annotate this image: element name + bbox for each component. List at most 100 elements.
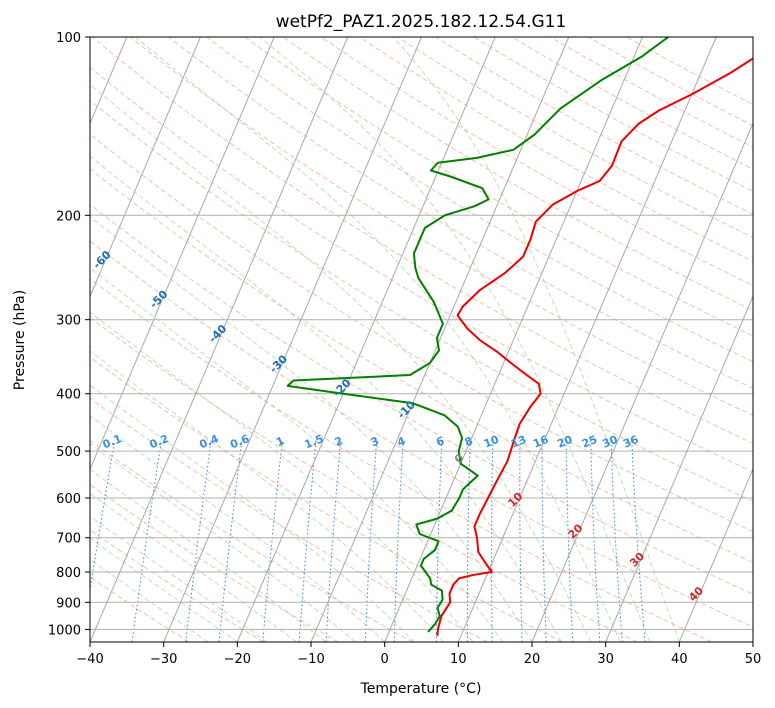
mixing-ratio-label: 1.5 — [303, 432, 326, 451]
moist-adiabat — [90, 83, 592, 642]
dry-adiabat — [359, 37, 753, 262]
isotherm-label: 10 — [505, 490, 525, 510]
moist-adiabat — [90, 415, 386, 642]
mixing-ratio-label: 30 — [601, 433, 620, 451]
mixing-ratio-label: 25 — [580, 433, 599, 451]
moist-adiabat — [90, 468, 327, 642]
dry-adiabat — [435, 37, 753, 215]
moist-adiabat — [90, 537, 238, 642]
dry-adiabat — [90, 440, 414, 642]
mixing-ratio-line — [590, 440, 601, 642]
dry-adiabat — [473, 37, 753, 193]
mixing-ratio-label: 16 — [531, 433, 550, 451]
moist-adiabat — [135, 37, 621, 642]
plot-area: 0.10.20.40.611.52346810131620253036-100-… — [90, 37, 753, 642]
profile-line — [286, 37, 669, 633]
moist-adiabat — [90, 215, 533, 642]
x-tick-label: −10 — [297, 652, 324, 667]
x-tick-label: −30 — [150, 652, 177, 667]
moist-adiabat — [90, 515, 268, 642]
y-tick-label: 400 — [56, 388, 81, 403]
mixing-ratio-label: 10 — [482, 433, 501, 451]
mixing-ratio-label: 13 — [509, 433, 528, 451]
isotherm — [310, 37, 570, 642]
mixing-ratio-line — [466, 440, 471, 642]
dry-adiabat — [90, 133, 753, 533]
isotherm-label: 30 — [627, 549, 647, 569]
dry-adiabat — [511, 37, 753, 170]
isotherm-label: -40 — [206, 322, 229, 345]
y-tick-label: 700 — [56, 532, 81, 547]
mixing-ratio-label: 6 — [434, 434, 446, 449]
mixing-ratio-line — [185, 440, 212, 642]
mixing-ratio-label: 4 — [395, 434, 407, 449]
isotherm-label: -30 — [267, 352, 290, 375]
x-tick-label: 20 — [524, 652, 541, 667]
pressure-gridlines — [90, 37, 753, 630]
mixing-ratio-line — [325, 440, 342, 642]
dry-adiabat — [90, 203, 753, 595]
y-tick-label: 100 — [56, 31, 81, 46]
mixing-ratio-line — [631, 440, 646, 642]
isotherm — [605, 295, 753, 642]
plot-frame — [89, 36, 754, 643]
mixing-ratio-label: 8 — [463, 434, 475, 449]
x-tick-label: −40 — [76, 652, 103, 667]
isotherm — [163, 37, 422, 642]
mixing-ratio-label: 20 — [555, 433, 574, 451]
x-axis-ticks: −40 −30 −20 −10 0 10 20 30 40 50 — [76, 642, 761, 667]
isotherm — [90, 37, 349, 642]
isotherm — [90, 37, 275, 471]
mixing-ratio-label: 0.6 — [228, 432, 251, 451]
y-axis-ticks: 100 200 300 400 500 600 700 800 900 1000 — [48, 31, 90, 638]
mixing-ratio-line — [435, 440, 443, 642]
mixing-ratio-line — [541, 440, 547, 642]
mixing-ratio-line — [393, 440, 404, 642]
moist-adiabat — [90, 558, 209, 642]
y-tick-label: 900 — [56, 596, 81, 611]
chart-title: wetPf2_PAZ1.2025.182.12.54.G11 — [276, 12, 567, 32]
mixing-ratio-lines — [90, 440, 646, 642]
dry-adiabat — [130, 37, 753, 417]
moist-adiabat — [90, 155, 562, 642]
isotherm — [531, 122, 753, 642]
dry-adiabat — [90, 66, 753, 473]
mixing-ratio-line — [565, 440, 574, 642]
moist-adiabats — [90, 37, 680, 642]
moist-adiabat — [90, 492, 297, 642]
dry-adiabat — [282, 37, 753, 312]
mixing-ratio-line — [90, 440, 116, 593]
dry-adiabats — [90, 37, 753, 642]
dry-adiabat — [90, 168, 753, 563]
x-tick-label: 50 — [745, 652, 762, 667]
dry-adiabat — [90, 529, 264, 642]
isotherm — [457, 37, 717, 642]
mixing-ratio-label: 1 — [274, 434, 286, 449]
moist-adiabat — [90, 443, 356, 642]
mixing-ratio-label: 36 — [621, 433, 640, 451]
moist-adiabat — [90, 267, 503, 642]
dry-adiabat — [90, 278, 712, 642]
mixing-ratio-line — [491, 440, 494, 642]
mixing-ratio-line — [218, 440, 243, 642]
mixing-ratio-line — [131, 440, 162, 642]
dry-adiabat — [90, 576, 190, 642]
moist-adiabat — [259, 37, 651, 642]
moist-adiabat — [392, 37, 680, 642]
mixing-ratio-line — [262, 440, 283, 642]
moist-adiabat — [90, 311, 474, 642]
isotherm-label: -20 — [330, 376, 353, 399]
isotherm-label: 40 — [686, 584, 706, 604]
x-tick-label: −20 — [224, 652, 251, 667]
isotherm — [384, 37, 643, 642]
dry-adiabat — [588, 37, 753, 127]
series-lines — [286, 37, 753, 636]
x-tick-label: 10 — [450, 652, 467, 667]
x-tick-label: 40 — [671, 652, 688, 667]
dry-adiabat — [320, 37, 753, 287]
x-axis-label: Temperature (°C) — [360, 681, 482, 697]
mixing-ratio-label: 2 — [333, 434, 345, 449]
y-tick-label: 600 — [56, 492, 81, 507]
dry-adiabat — [90, 483, 339, 642]
